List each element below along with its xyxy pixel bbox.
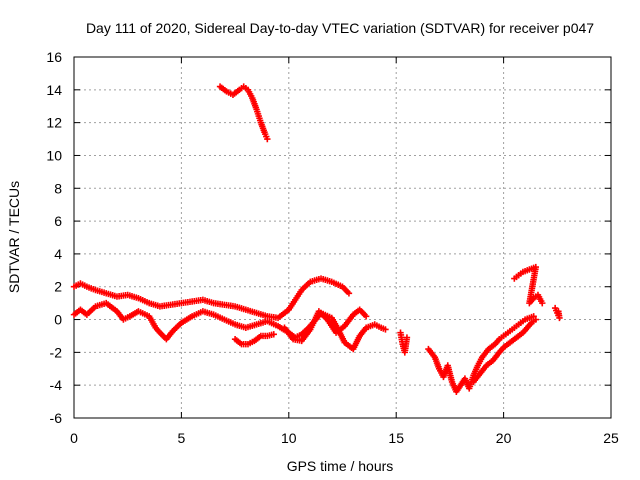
y-tick-label: 0 (54, 312, 62, 328)
y-tick-label: 4 (54, 246, 62, 262)
data-point (362, 313, 370, 320)
axis-ticks: 0 5 10 15 20 25 -6 -4 -2 0 2 4 6 8 10 12 14 16 (46, 49, 619, 446)
data-point (532, 316, 540, 323)
y-tick-label: -2 (50, 344, 63, 360)
y-tick-label: 10 (46, 147, 62, 163)
x-axis-label: GPS time / hours (287, 458, 394, 474)
y-tick-label: 6 (54, 213, 62, 229)
x-tick-label: 10 (281, 430, 297, 446)
plot-frame (73, 56, 612, 419)
x-tick-label: 0 (70, 430, 78, 446)
x-tick-label: 5 (178, 430, 186, 446)
y-tick-label: 12 (46, 115, 62, 131)
x-tick-label: 25 (603, 430, 619, 446)
gridlines (74, 57, 611, 418)
data-point (345, 290, 353, 297)
chart-title: Day 111 of 2020, Sidereal Day-to-day VTE… (86, 20, 594, 36)
data-point (403, 334, 411, 341)
data-point (539, 299, 546, 307)
y-tick-label: -4 (50, 377, 63, 393)
y-tick-label: 8 (54, 180, 62, 196)
x-tick-label: 20 (496, 430, 512, 446)
y-tick-label: -6 (50, 410, 63, 426)
data-points (70, 83, 563, 395)
x-tick-label: 15 (388, 430, 404, 446)
data-point (264, 135, 271, 143)
data-point (382, 326, 389, 333)
y-tick-label: 16 (46, 49, 62, 65)
y-axis-label: SDTVAR / TECUs (6, 181, 22, 293)
data-point (555, 308, 562, 315)
y-tick-label: 2 (54, 279, 62, 295)
y-tick-label: 14 (46, 82, 62, 98)
data-point (270, 331, 277, 338)
